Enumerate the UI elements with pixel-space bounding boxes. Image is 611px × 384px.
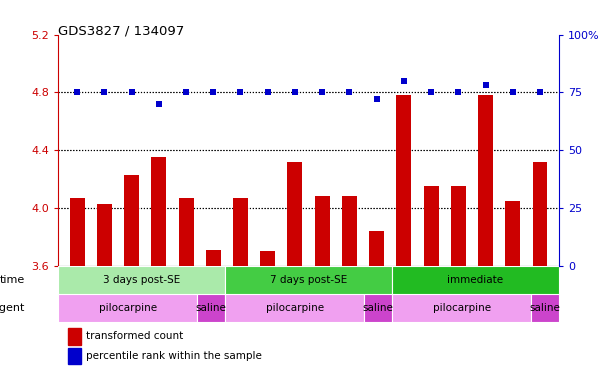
Bar	[124, 175, 139, 266]
Bar	[397, 95, 411, 266]
Text: immediate: immediate	[447, 275, 503, 285]
Bar	[369, 231, 384, 266]
Bar	[505, 201, 520, 266]
Bar	[533, 162, 547, 266]
Bar	[369, 231, 384, 266]
Point	[236, 89, 246, 96]
Bar	[124, 175, 139, 266]
Bar	[260, 252, 275, 266]
Point	[508, 89, 518, 96]
Text: time: time	[0, 275, 24, 285]
Bar	[315, 197, 330, 266]
Point	[72, 89, 82, 96]
Bar	[531, 294, 559, 323]
Bar	[451, 186, 466, 266]
Bar	[68, 348, 81, 364]
Bar	[364, 294, 392, 323]
Point	[100, 89, 109, 96]
Point	[453, 89, 463, 96]
Text: 7 days post-SE: 7 days post-SE	[270, 275, 347, 285]
Point	[263, 89, 273, 96]
Bar	[451, 186, 466, 266]
Bar	[342, 197, 357, 266]
Bar	[287, 162, 302, 266]
Bar	[152, 157, 166, 266]
Bar	[206, 250, 221, 266]
Point	[371, 96, 381, 103]
Point	[535, 89, 545, 96]
Bar	[505, 201, 520, 266]
Text: pilocarpine: pilocarpine	[98, 303, 156, 313]
Text: saline: saline	[530, 303, 560, 313]
Point	[208, 89, 218, 96]
Bar	[58, 266, 225, 294]
Point	[154, 101, 164, 107]
Bar	[260, 252, 275, 266]
Bar	[533, 162, 547, 266]
Point	[317, 89, 327, 96]
Bar	[478, 95, 493, 266]
Point	[345, 89, 354, 96]
Text: pilocarpine: pilocarpine	[266, 303, 324, 313]
Bar	[197, 294, 225, 323]
Bar	[178, 198, 194, 266]
Text: saline: saline	[363, 303, 393, 313]
Bar	[478, 95, 493, 266]
Text: agent: agent	[0, 303, 24, 313]
Bar	[392, 266, 559, 294]
Bar	[97, 204, 112, 266]
Point	[399, 78, 409, 84]
Bar	[397, 95, 411, 266]
Bar	[423, 186, 439, 266]
Bar	[70, 198, 84, 266]
Bar	[225, 266, 392, 294]
Bar	[423, 186, 439, 266]
Point	[481, 83, 491, 89]
Bar	[152, 157, 166, 266]
Bar	[206, 250, 221, 266]
Text: saline: saline	[196, 303, 227, 313]
Text: 3 days post-SE: 3 days post-SE	[103, 275, 180, 285]
Bar	[392, 294, 531, 323]
Bar	[178, 198, 194, 266]
Text: transformed count: transformed count	[86, 331, 183, 341]
Text: GDS3827 / 134097: GDS3827 / 134097	[58, 25, 185, 38]
Bar	[225, 294, 364, 323]
Bar	[287, 162, 302, 266]
Bar	[233, 198, 248, 266]
Bar	[70, 198, 84, 266]
Text: percentile rank within the sample: percentile rank within the sample	[86, 351, 262, 361]
Bar	[315, 197, 330, 266]
Point	[126, 89, 136, 96]
Bar	[233, 198, 248, 266]
Bar	[97, 204, 112, 266]
Point	[426, 89, 436, 96]
Bar	[68, 328, 81, 344]
Point	[181, 89, 191, 96]
Bar	[342, 197, 357, 266]
Point	[290, 89, 300, 96]
Bar	[58, 294, 197, 323]
Text: pilocarpine: pilocarpine	[433, 303, 491, 313]
